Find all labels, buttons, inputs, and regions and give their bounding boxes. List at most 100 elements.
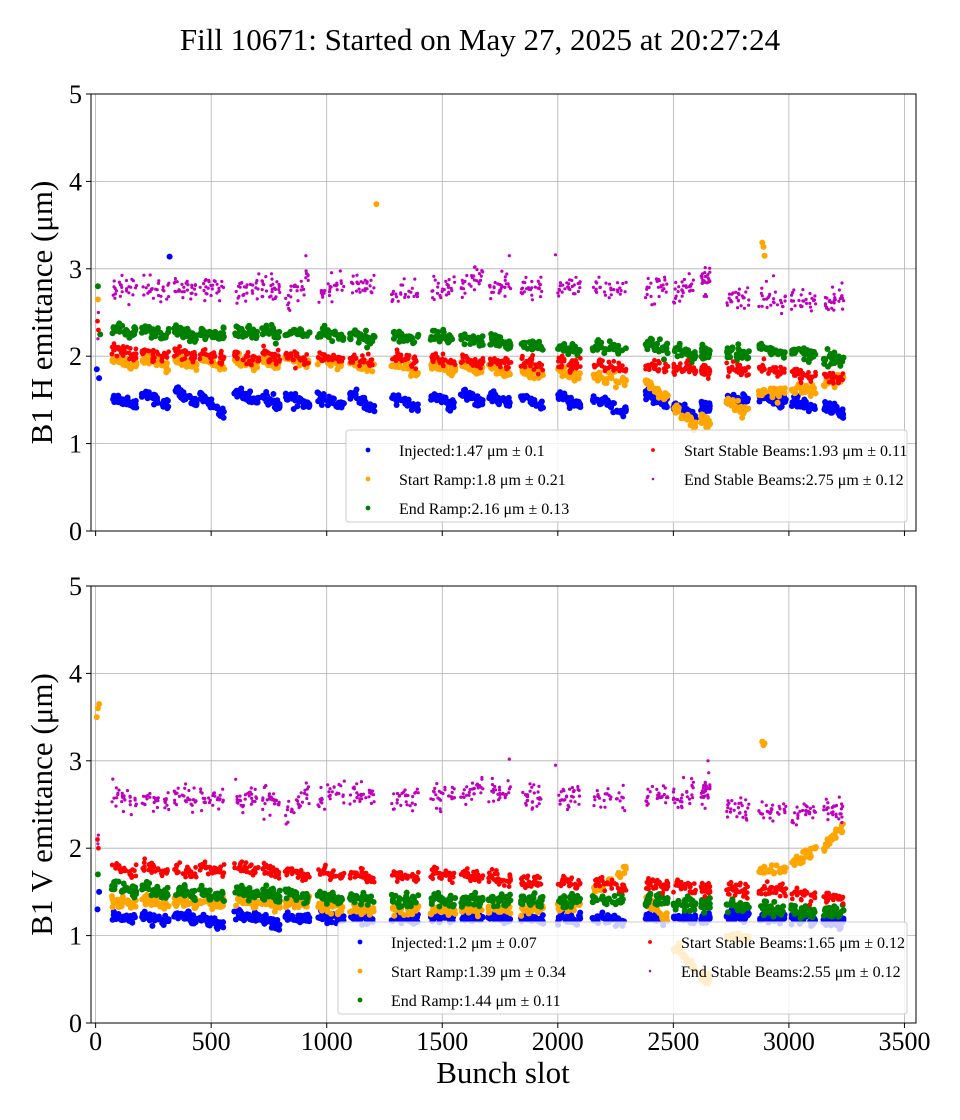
point: [691, 278, 696, 282]
point: [699, 274, 703, 278]
point: [449, 397, 456, 404]
legend-marker: [365, 505, 371, 511]
point: [186, 392, 193, 399]
point: [605, 914, 612, 921]
point: [369, 278, 373, 282]
point: [109, 916, 116, 923]
point: [302, 293, 306, 297]
point: [647, 335, 654, 342]
point: [460, 353, 466, 359]
point: [267, 396, 274, 403]
point: [329, 271, 334, 275]
point: [173, 289, 177, 293]
point: [809, 309, 814, 313]
point: [286, 293, 290, 297]
point: [217, 286, 221, 290]
point: [115, 392, 122, 399]
point: [566, 362, 572, 368]
point: [276, 921, 283, 928]
point: [356, 282, 360, 286]
point: [687, 272, 691, 276]
point: [365, 351, 371, 357]
point: [746, 364, 751, 370]
point: [535, 909, 541, 916]
point: [797, 401, 804, 408]
point: [175, 280, 179, 284]
point: [300, 285, 304, 289]
point: [214, 919, 221, 925]
point: [604, 401, 611, 408]
point: [122, 346, 127, 351]
point: [193, 283, 197, 287]
point: [164, 916, 171, 923]
point: [487, 284, 492, 288]
point: [96, 375, 103, 382]
point: [727, 368, 732, 374]
point: [245, 291, 249, 295]
point: [242, 285, 247, 289]
point: [503, 278, 507, 282]
point: [220, 279, 224, 284]
point: [680, 294, 684, 298]
point: [780, 398, 787, 405]
point: [509, 287, 513, 291]
point: [430, 359, 436, 365]
point: [142, 273, 146, 277]
point: [433, 351, 439, 357]
point: [708, 270, 712, 274]
point: [743, 396, 750, 403]
point: [215, 282, 219, 286]
point: [445, 404, 452, 411]
point: [236, 296, 240, 300]
point: [808, 352, 815, 359]
point: [798, 377, 803, 382]
point: [655, 277, 659, 281]
point: [621, 382, 628, 389]
point: [111, 392, 117, 399]
point: [210, 287, 214, 291]
point: [127, 303, 131, 307]
point: [364, 368, 371, 374]
point: [391, 289, 396, 293]
point: [616, 360, 622, 366]
point: [250, 289, 254, 293]
point: [142, 901, 149, 908]
point: [825, 296, 829, 300]
point: [808, 305, 813, 309]
point: [220, 284, 224, 288]
point: [234, 332, 241, 338]
point: [111, 348, 116, 353]
point: [461, 387, 467, 394]
point: [171, 353, 177, 359]
point: [739, 304, 743, 308]
point: [789, 307, 794, 311]
point: [560, 290, 564, 294]
point: [507, 254, 511, 258]
point: [93, 366, 100, 373]
point: [318, 402, 325, 408]
point: [150, 348, 156, 354]
point: [94, 906, 101, 913]
point: [302, 287, 306, 291]
legend-label: Start Stable Beams:1.93 μm ± 0.11: [684, 443, 907, 460]
point: [773, 290, 778, 294]
point: [435, 291, 440, 295]
point: [478, 278, 483, 282]
point: [673, 296, 678, 300]
point: [493, 280, 497, 285]
point: [491, 290, 496, 294]
point: [139, 914, 146, 920]
point: [283, 396, 290, 403]
point: [392, 396, 399, 402]
point: [724, 360, 730, 366]
point: [498, 397, 505, 404]
point: [783, 295, 787, 299]
legend-label: Injected:1.47 μm ± 0.1: [399, 443, 545, 460]
point: [791, 390, 798, 397]
point: [431, 391, 438, 398]
point: [185, 288, 189, 292]
point: [704, 405, 711, 412]
point: [771, 274, 776, 278]
point: [148, 273, 152, 277]
